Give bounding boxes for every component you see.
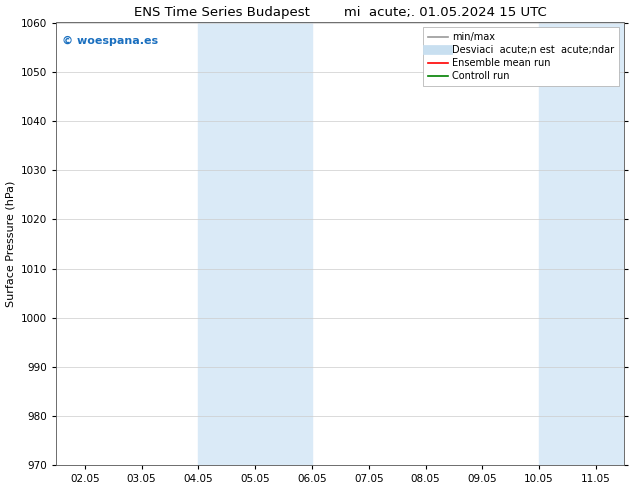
Bar [539,23,624,466]
Title: ENS Time Series Budapest        mi  acute;. 01.05.2024 15 UTC: ENS Time Series Budapest mi acute;. 01.0… [134,5,547,19]
Bar [198,23,312,466]
Y-axis label: Surface Pressure (hPa): Surface Pressure (hPa) [6,181,16,307]
Legend: min/max, Desviaci  acute;n est  acute;ndar, Ensemble mean run, Controll run: min/max, Desviaci acute;n est acute;ndar… [424,27,619,86]
Text: © woespana.es: © woespana.es [62,36,158,46]
